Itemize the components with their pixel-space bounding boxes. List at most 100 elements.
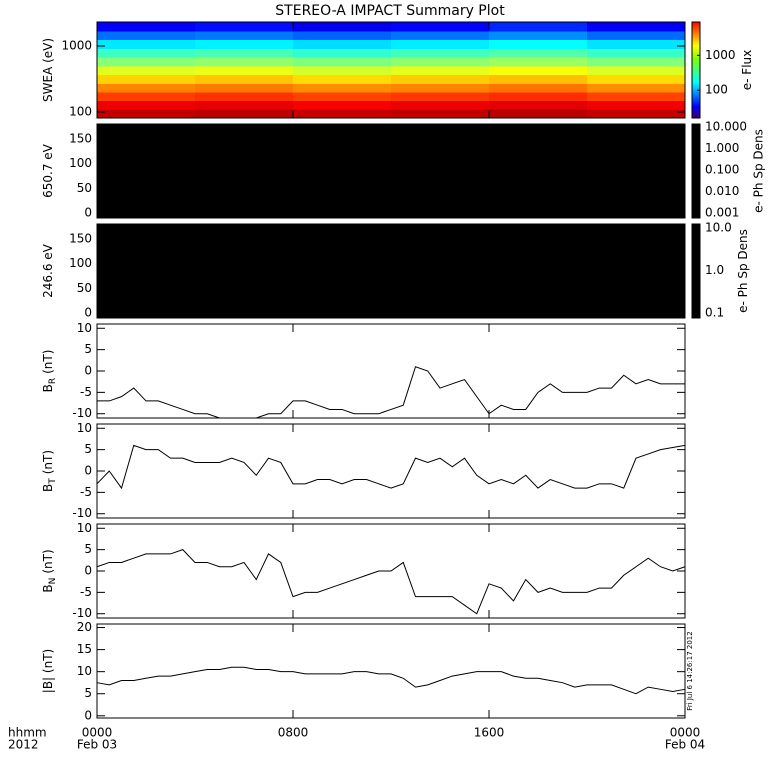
y-tick-label: 150 — [69, 231, 92, 245]
panel-frame — [96, 423, 686, 519]
heatmap-cell — [293, 57, 392, 67]
y-tick-label: 100 — [69, 104, 92, 118]
y-axis-label-part: (nT) — [41, 450, 55, 474]
data-line — [96, 444, 686, 490]
heatmap-cell — [195, 83, 294, 93]
colorbar-tick-label: 0.010 — [705, 184, 739, 198]
y-tick-label: 150 — [69, 131, 92, 145]
y-axis-label-part: (nT) — [41, 350, 55, 374]
panel-frame — [96, 323, 686, 419]
heatmap-cell — [587, 57, 686, 67]
heatmap-cell — [489, 109, 588, 119]
data-line — [96, 549, 686, 615]
y-tick-label: 10 — [77, 521, 92, 535]
heatmap-cell — [195, 39, 294, 49]
heatmap-cell — [489, 30, 588, 41]
colorbar-tick-label: 0.1 — [705, 305, 724, 319]
y-tick-label: 100 — [69, 256, 92, 270]
x-tick-label: 0800 — [278, 726, 309, 740]
heatmap-cell — [293, 100, 392, 110]
y-tick-label: 50 — [77, 181, 92, 195]
colorbar — [691, 21, 701, 119]
heatmap-cell — [97, 22, 196, 32]
heatmap-cell — [97, 92, 196, 101]
heatmap-cell — [293, 92, 392, 101]
heatmap-cell — [97, 30, 196, 41]
y-tick-label: 0 — [84, 206, 92, 220]
panel-frame — [96, 623, 686, 719]
heatmap-cell — [587, 48, 686, 58]
heatmap-cell — [587, 100, 686, 110]
heatmap-cell — [391, 74, 490, 85]
y-tick-label: 1000 — [61, 38, 92, 52]
heatmap-cell — [391, 92, 490, 101]
colorbar-label: e- Ph Sp Dens — [736, 229, 750, 313]
heatmap-cell — [489, 100, 588, 110]
colorbar-tick-label: 1.0 — [705, 263, 724, 277]
y-tick-label: 0 — [84, 464, 92, 478]
heatmap-cell — [391, 65, 490, 75]
no-data-area — [97, 224, 685, 318]
y-axis-label: 246.6 eV — [41, 243, 55, 298]
y-tick-label: 15 — [77, 642, 92, 656]
y-tick-label: 10 — [77, 321, 92, 335]
heatmap-cell — [587, 92, 686, 101]
heatmap-cell — [97, 48, 196, 58]
y-tick-label: 0 — [84, 708, 92, 722]
y-axis-label-part: SWEA (eV) — [41, 38, 55, 102]
y-tick-label: -10 — [72, 406, 92, 420]
y-axis-label-part: |B| (nT) — [41, 649, 55, 693]
y-tick-label: 0 — [84, 564, 92, 578]
heatmap-cell — [195, 65, 294, 75]
data-line — [97, 366, 685, 419]
x-tick-date: Feb 04 — [665, 738, 705, 752]
y-tick-label: 20 — [77, 620, 92, 634]
colorbar-tick-label: 1000 — [705, 48, 736, 62]
plot-title: STEREO-A IMPACT Summary Plot — [275, 3, 505, 19]
heatmap-cell — [195, 109, 294, 119]
heatmap-cell — [489, 22, 588, 32]
heatmap-cell — [293, 30, 392, 41]
heatmap-cell — [97, 65, 196, 75]
colorbar-tick-label: 10.000 — [705, 120, 747, 134]
y-tick-label: 5 — [84, 342, 92, 356]
no-data-area — [97, 124, 685, 218]
x-tick-label: 1600 — [474, 726, 505, 740]
y-tick-label: 10 — [77, 664, 92, 678]
heatmap-cell — [97, 74, 196, 85]
timestamp: Fri Jul 6 14:26:17 2012 — [686, 631, 694, 710]
y-axis-label: SWEA (eV) — [41, 38, 55, 102]
heatmap-cell — [195, 48, 294, 58]
heatmap-cell — [391, 22, 490, 32]
heatmap-cell — [293, 109, 392, 119]
heatmap-cell — [97, 83, 196, 93]
y-tick-label: 100 — [69, 156, 92, 170]
heatmap-cell — [391, 48, 490, 58]
y-axis-label-part: 246.6 eV — [41, 243, 55, 298]
x-tick-label: 0000 — [670, 726, 701, 740]
heatmap-cell — [195, 57, 294, 67]
heatmap-cell — [587, 74, 686, 85]
x-axis-label: 2012 — [8, 738, 39, 752]
x-tick-label: 0000 — [82, 726, 113, 740]
heatmap-cell — [195, 100, 294, 110]
y-axis-label-part: 650.7 eV — [41, 143, 55, 198]
heatmap-cell — [489, 48, 588, 58]
heatmap-cell — [293, 74, 392, 85]
heatmap-cell — [293, 83, 392, 93]
heatmap-cell — [195, 22, 294, 32]
colorbar — [691, 123, 701, 219]
heatmap-cell — [489, 83, 588, 93]
colorbar-label: e- Ph Sp Dens — [752, 129, 766, 213]
heatmap-cell — [293, 22, 392, 32]
y-tick-label: -5 — [80, 385, 92, 399]
y-axis-label-part: (nT) — [41, 549, 55, 573]
heatmap-cell — [489, 74, 588, 85]
colorbar-tick-label: 1.000 — [705, 141, 739, 155]
heatmap-cell — [391, 100, 490, 110]
heatmap-cell — [391, 30, 490, 41]
heatmap-cell — [391, 57, 490, 67]
y-axis-label-part: B — [41, 584, 55, 592]
panel-frame — [96, 223, 686, 319]
